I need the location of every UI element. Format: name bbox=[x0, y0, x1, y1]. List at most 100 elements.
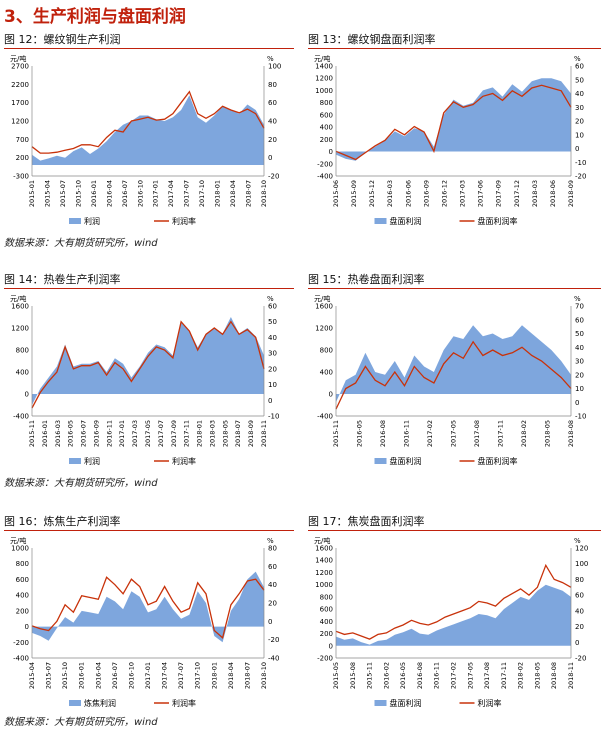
x-tick-label: 2017-10 bbox=[194, 662, 202, 689]
x-tick-label: 2018-05 bbox=[533, 662, 541, 689]
chart-svg: 元/吨 %-20002004006008001000120014001600-20… bbox=[314, 536, 588, 708]
y-tick-label: 1400 bbox=[315, 63, 333, 71]
right-unit-label: % bbox=[574, 295, 581, 303]
y2-tick-label: 50 bbox=[575, 76, 584, 84]
legend-swatch-area bbox=[374, 700, 387, 706]
y-tick-label: 1200 bbox=[11, 325, 29, 333]
chart-panel-17: 图 17：焦炭盘面利润率 元/吨% -200 0 200 400 600 800 1000 12… bbox=[308, 514, 601, 714]
line-series-盘面利润率 bbox=[335, 84, 572, 161]
y-tick-label: 200 bbox=[16, 154, 29, 162]
x-tick-label: 2018-10 bbox=[260, 662, 268, 689]
y-tick-label: 1000 bbox=[11, 545, 29, 553]
y2-tick-label: 60 bbox=[268, 99, 277, 107]
x-tick-label: 2018-03 bbox=[531, 180, 539, 207]
chart-panel-15: 图 15：热卷盘面利润率 元/吨% -400 0 400 800 1200 1600 -10 0… bbox=[308, 272, 601, 472]
x-tick-label: 2016-05 bbox=[67, 420, 75, 447]
legend-label-line: 利润率 bbox=[172, 216, 196, 226]
y-tick-label: 200 bbox=[320, 630, 333, 638]
y2-tick-label: 70 bbox=[575, 303, 584, 311]
x-tick-label: 2016-08 bbox=[379, 420, 387, 447]
legend-swatch-area bbox=[69, 458, 81, 464]
y-tick-label: 600 bbox=[16, 576, 29, 584]
chart-title: 图 15：热卷盘面利润率 bbox=[308, 272, 601, 289]
y-tick-label: 1600 bbox=[315, 303, 333, 311]
x-tick-label: 2017-10 bbox=[198, 180, 206, 207]
area-series-利润 bbox=[32, 317, 264, 405]
y2-tick-label: 50 bbox=[268, 318, 277, 326]
x-tick-label: 2016-12 bbox=[440, 180, 448, 207]
x-tick-label: 2018-09 bbox=[247, 420, 255, 447]
x-tick-label: 2018-09 bbox=[567, 180, 575, 207]
x-tick-label: 2015-07 bbox=[45, 662, 53, 689]
x-tick-label: 2017-02 bbox=[450, 662, 458, 689]
legend-swatch-area bbox=[374, 218, 387, 224]
y2-tick-label: 40 bbox=[268, 118, 277, 126]
y-tick-label: 800 bbox=[16, 560, 29, 568]
y2-tick-label: -10 bbox=[575, 413, 586, 421]
y2-tick-label: 30 bbox=[575, 104, 584, 112]
left-unit-label: 元/吨 bbox=[314, 54, 330, 63]
x-tick-label: 2017-05 bbox=[144, 420, 152, 447]
x-tick-label: 2018-04 bbox=[227, 662, 235, 689]
x-tick-label: 2018-08 bbox=[550, 662, 558, 689]
x-tick-label: 2017-04 bbox=[161, 662, 169, 689]
x-tick-label: 2016-11 bbox=[403, 420, 411, 447]
x-tick-label: 2018-04 bbox=[229, 180, 237, 207]
y2-tick-label: 0 bbox=[268, 154, 272, 162]
x-tick-label: 2015-01 bbox=[28, 180, 36, 207]
x-tick-label: 2016-08 bbox=[416, 662, 424, 689]
y2-tick-label: 0 bbox=[268, 397, 272, 405]
legend-label-area: 盘面利润 bbox=[390, 456, 422, 466]
y-tick-label: 0 bbox=[329, 148, 333, 156]
chart-svg: 元/吨 % -400 0 400 800 1200 1600 -10 0 10 20 30 40 50 60 2… bbox=[10, 294, 279, 466]
x-tick-label: 2015-11 bbox=[28, 420, 36, 447]
x-tick-label: 2015-10 bbox=[74, 180, 82, 207]
chart-panel-14: 图 14：热卷生产利润率 元/吨% -400 0 400 800 1200 1600 -10 0… bbox=[4, 272, 294, 472]
x-tick-label: 2016-04 bbox=[94, 662, 102, 689]
legend-label-line: 利润率 bbox=[172, 698, 196, 708]
legend-swatch-area bbox=[69, 700, 81, 706]
x-tick-label: 2016-01 bbox=[41, 420, 49, 447]
y2-tick-label: 0 bbox=[575, 399, 579, 407]
y2-tick-label: 60 bbox=[268, 303, 277, 311]
x-tick-label: 2016-10 bbox=[127, 662, 135, 689]
x-tick-label: 2015-12 bbox=[368, 180, 376, 207]
section-title: 3、生产利润与盘面利润 bbox=[4, 7, 186, 27]
y-tick-label: 800 bbox=[320, 347, 333, 355]
x-tick-label: 2018-10 bbox=[260, 180, 268, 207]
area-series-盘面利润 bbox=[336, 584, 571, 646]
y2-tick-label: 40 bbox=[575, 344, 584, 352]
y-tick-label: 1200 bbox=[315, 75, 333, 83]
x-tick-label: 2018-08 bbox=[567, 420, 575, 447]
x-tick-label: 2017-07 bbox=[157, 420, 165, 447]
y-tick-label: 0 bbox=[25, 623, 29, 631]
x-tick-label: 2017-11 bbox=[497, 420, 505, 447]
x-tick-label: 2017-02 bbox=[426, 420, 434, 447]
x-tick-label: 2016-05 bbox=[356, 420, 364, 447]
y-tick-label: 1000 bbox=[315, 87, 333, 95]
y2-tick-label: 40 bbox=[575, 90, 584, 98]
area-series-盘面利润 bbox=[336, 78, 571, 161]
y-tick-label: 400 bbox=[16, 369, 29, 377]
line-series-盘面利润率 bbox=[335, 340, 572, 410]
y2-tick-label: 80 bbox=[575, 576, 584, 584]
x-tick-label: 2018-06 bbox=[549, 180, 557, 207]
chart-panel-16: 图 16：炼焦生产利润率 元/吨% -400 -200 0 200 400 600 800 10… bbox=[4, 514, 294, 714]
x-tick-label: 2015-05 bbox=[332, 662, 340, 689]
y-tick-label: 0 bbox=[329, 391, 333, 399]
y-tick-label: 400 bbox=[320, 124, 333, 132]
x-tick-label: 2018-01 bbox=[214, 180, 222, 207]
y2-tick-label: 60 bbox=[575, 592, 584, 600]
legend-label-line: 盘面利润率 bbox=[478, 456, 518, 466]
y-tick-label: -300 bbox=[13, 173, 29, 181]
y-tick-label: -200 bbox=[317, 655, 333, 663]
x-tick-label: 2017-11 bbox=[500, 662, 508, 689]
y-tick-label: -400 bbox=[317, 413, 333, 421]
y-tick-label: 1000 bbox=[315, 581, 333, 589]
x-tick-label: 2016-06 bbox=[404, 180, 412, 207]
chart-svg: 元/吨 % -400 0 400 800 1200 1600 -10 0 10 20 30 40 50 60 7… bbox=[314, 294, 586, 466]
x-tick-label: 2016-09 bbox=[92, 420, 100, 447]
y2-tick-label: 40 bbox=[268, 581, 277, 589]
y-tick-label: 200 bbox=[16, 607, 29, 615]
x-tick-label: 2016-09 bbox=[422, 180, 430, 207]
